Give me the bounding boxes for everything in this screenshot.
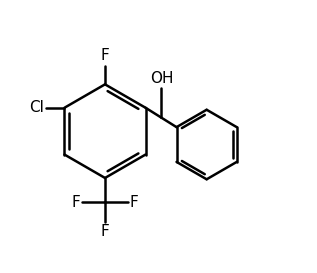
Text: F: F [100,49,109,64]
Text: F: F [100,224,109,239]
Text: F: F [71,195,80,209]
Text: F: F [130,195,139,209]
Text: Cl: Cl [29,100,44,115]
Text: OH: OH [151,71,174,86]
